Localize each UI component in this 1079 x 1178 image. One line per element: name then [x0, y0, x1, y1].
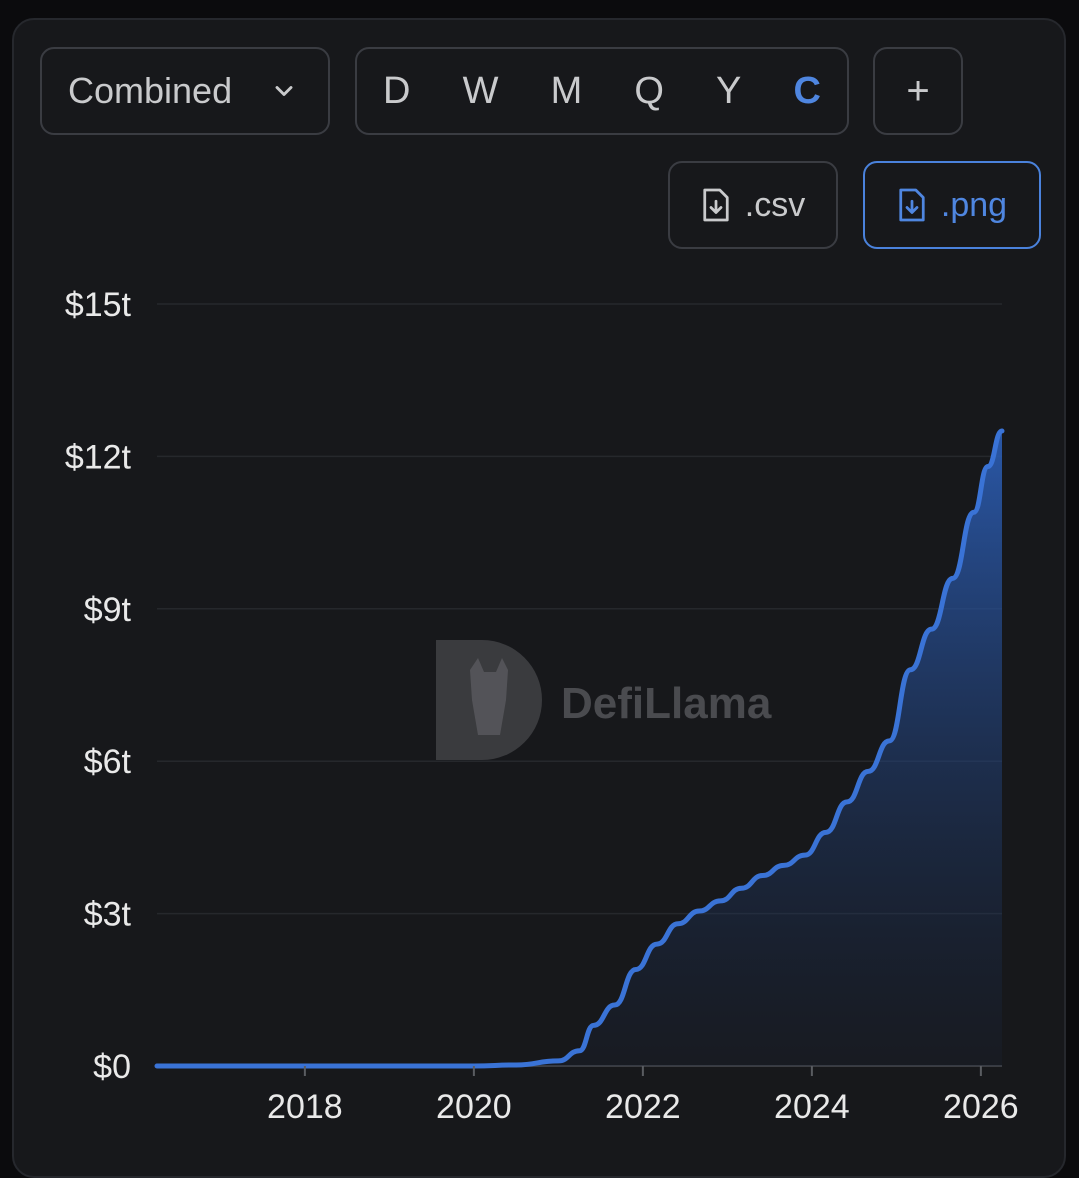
- x-axis-labels: 2018 2020 2022 2024 2026: [267, 1088, 1019, 1126]
- file-download-icon: [899, 188, 925, 222]
- y-tick-label: $3t: [84, 896, 132, 934]
- chevron-down-icon: [275, 86, 293, 96]
- y-tick-label: $9t: [84, 591, 132, 629]
- defillama-watermark: DefiLlama: [436, 640, 772, 760]
- x-tick-label: 2022: [605, 1088, 681, 1126]
- x-tick-label: 2020: [436, 1088, 512, 1126]
- period-option-d[interactable]: D: [383, 69, 411, 112]
- download-png-label: .png: [940, 185, 1008, 224]
- period-option-m[interactable]: M: [550, 69, 583, 112]
- y-tick-label: $12t: [65, 438, 132, 476]
- y-tick-label: $15t: [65, 286, 132, 324]
- download-png-button[interactable]: .png: [863, 161, 1041, 249]
- period-selector: D W M Q Y C: [355, 47, 849, 135]
- x-tick-label: 2018: [267, 1088, 343, 1126]
- period-option-c[interactable]: C: [793, 69, 821, 112]
- series-area-fill: [157, 431, 1002, 1066]
- period-option-q[interactable]: Q: [634, 69, 664, 112]
- x-axis-ticks: [303, 1066, 982, 1076]
- x-tick-label: 2026: [943, 1088, 1019, 1126]
- period-option-y[interactable]: Y: [716, 69, 742, 112]
- x-tick-label: 2024: [774, 1088, 850, 1126]
- y-tick-label: $0: [93, 1048, 131, 1086]
- period-option-w[interactable]: W: [462, 69, 499, 112]
- y-axis-labels: $0 $3t $6t $9t $12t $15t: [65, 286, 132, 1086]
- series-line: [154, 428, 1005, 1069]
- plus-icon: +: [906, 68, 930, 113]
- group-select-label: Combined: [68, 70, 233, 111]
- watermark-text: DefiLlama: [561, 679, 772, 728]
- download-csv-button[interactable]: .csv: [668, 161, 838, 249]
- group-select-dropdown[interactable]: Combined: [40, 47, 330, 135]
- file-download-icon: [703, 188, 729, 222]
- download-csv-label: .csv: [744, 185, 806, 224]
- y-tick-label: $6t: [84, 743, 132, 781]
- add-series-button[interactable]: +: [873, 47, 963, 135]
